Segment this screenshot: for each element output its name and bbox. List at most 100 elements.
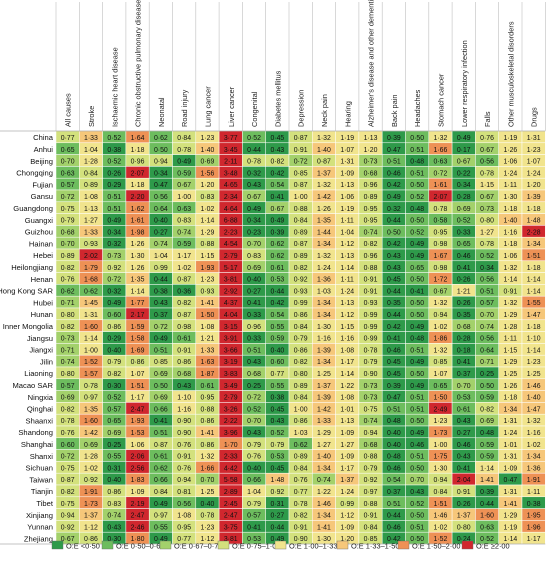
cell-value-label: 0·52 <box>107 395 121 402</box>
cell-value-label: 0·62 <box>270 253 284 260</box>
cell-value-label: 1·29 <box>503 359 517 366</box>
cell-value-label: 1·09 <box>340 454 354 461</box>
cell-value-label: 0·38 <box>154 288 168 295</box>
row-label: Guangxi <box>25 216 54 225</box>
cell-value-label: 1·26 <box>317 206 331 213</box>
cell-value-label: 0·67 <box>270 206 284 213</box>
cell-value-label: 2·47 <box>224 513 238 520</box>
cell-value-label: 3·45 <box>224 147 238 154</box>
cell-value-label: 0·68 <box>247 371 261 378</box>
legend-label: O:E 1·33–1·50 <box>351 542 399 551</box>
cell-value-label: 0·99 <box>364 324 378 331</box>
cell-value-label: 0·86 <box>107 489 121 496</box>
cell-value-label: 0·29 <box>107 336 121 343</box>
cell-value-label: 0·50 <box>410 135 424 142</box>
cell-value-label: 0·46 <box>387 170 401 177</box>
cell-value-label: 1·51 <box>131 383 145 390</box>
cell-value-label: 0·46 <box>387 524 401 531</box>
cell-value-label: 1·41 <box>503 501 517 508</box>
cell-value-label: 0·82 <box>294 513 308 520</box>
cell-value-label: 0·51 <box>154 430 168 437</box>
cell-value-label: 0·25 <box>480 371 494 378</box>
cell-value-label: 0·69 <box>201 159 215 166</box>
cell-value-label: 0·49 <box>457 135 471 142</box>
cell-value-label: 1·98 <box>131 229 145 236</box>
cell-value-label: 0·70 <box>247 418 261 425</box>
cell-value-label: 1·03 <box>317 288 331 295</box>
cell-value-label: 0·42 <box>270 300 284 307</box>
cell-value-label: 1·86 <box>434 336 448 343</box>
cell-value-label: 0·40 <box>107 347 121 354</box>
cell-value-label: 1·01 <box>503 442 517 449</box>
cell-value-label: 0·43 <box>387 265 401 272</box>
cell-value-label: 1·01 <box>340 406 354 413</box>
cell-value-label: 1·56 <box>201 170 215 177</box>
cell-value-label: 0·49 <box>410 324 424 331</box>
cell-value-label: 0·57 <box>247 513 261 520</box>
cell-value-label: 1·58 <box>131 336 145 343</box>
cell-value-label: 0·43 <box>270 147 284 154</box>
cell-value-label: 0·45 <box>387 359 401 366</box>
cell-value-label: 1·14 <box>340 371 354 378</box>
cell-value-label: 2·47 <box>131 406 145 413</box>
cell-value-label: 0·52 <box>107 159 121 166</box>
cell-value-label: 0·37 <box>387 489 401 496</box>
cell-value-label: 0·92 <box>270 489 284 496</box>
cell-value-label: 1·31 <box>527 135 541 142</box>
cell-value-label: 0·80 <box>294 371 308 378</box>
cell-value-label: 1·16 <box>503 229 517 236</box>
cell-value-label: 0·34 <box>457 182 471 189</box>
cell-value-label: 0·74 <box>177 229 191 236</box>
cell-value-label: 2·23 <box>224 229 238 236</box>
cell-value-label: 1·41 <box>201 300 215 307</box>
legend-label: O:E ≥2·00 <box>476 542 510 551</box>
cell-value-label: 4·64 <box>224 206 238 213</box>
cell-value-label: 2·34 <box>224 194 238 201</box>
cell-value-label: 1·12 <box>201 536 215 543</box>
cell-value-label: 0·47 <box>154 182 168 189</box>
cell-value-label: 1·60 <box>84 418 98 425</box>
cell-value-label: 0·48 <box>387 454 401 461</box>
cell-value-label: 0·71 <box>61 347 75 354</box>
cell-value-label: 0·40 <box>387 442 401 449</box>
cell-value-label: 0·84 <box>294 324 308 331</box>
cell-value-label: 0·62 <box>154 135 168 142</box>
cell-value-label: 0·88 <box>364 454 378 461</box>
cell-value-label: 1·14 <box>527 288 541 295</box>
cell-value-label: 1·26 <box>131 241 145 248</box>
cell-value-label: 1·32 <box>503 265 517 272</box>
cell-value-label: 0·86 <box>201 418 215 425</box>
cell-value-label: 0·40 <box>387 430 401 437</box>
cell-value-label: 0·70 <box>247 241 261 248</box>
cell-value-label: 1·00 <box>84 347 98 354</box>
cell-value-label: 0·51 <box>107 206 121 213</box>
cell-value-label: 0·96 <box>247 324 261 331</box>
cell-value-label: 1·13 <box>340 182 354 189</box>
cell-value-label: 0·49 <box>270 536 284 543</box>
cell-value-label: 0·57 <box>61 383 75 390</box>
cell-value-label: 1·68 <box>84 277 98 284</box>
cell-value-label: 0·41 <box>270 194 284 201</box>
cell-value-label: 1·17 <box>340 465 354 472</box>
cell-value-label: 1·59 <box>131 324 145 331</box>
cell-value-label: 1·15 <box>480 182 494 189</box>
cell-value-label: 1·33 <box>84 135 98 142</box>
cell-value-label: 0·32 <box>387 206 401 213</box>
cell-value-label: 0·50 <box>410 300 424 307</box>
cell-value-label: 0·86 <box>107 324 121 331</box>
cell-value-label: 1·40 <box>503 218 517 225</box>
cell-value-label: 0·71 <box>480 359 494 366</box>
cell-value-label: 0·56 <box>480 159 494 166</box>
row-label: Shaanxi <box>26 416 54 425</box>
cell-value-label: 0·70 <box>410 477 424 484</box>
cell-value-label: 0·74 <box>364 418 378 425</box>
row-label: Jiangsu <box>27 334 53 343</box>
cell-value-label: 0·62 <box>270 241 284 248</box>
cell-value-label: 0·65 <box>457 241 471 248</box>
column-label: Headaches <box>413 89 422 127</box>
cell-value-label: 0·79 <box>364 465 378 472</box>
cell-value-label: 1·79 <box>84 265 98 272</box>
cell-value-label: 0·79 <box>294 336 308 343</box>
cell-value-label: 0·60 <box>107 312 121 319</box>
cell-value-label: 0·67 <box>457 159 471 166</box>
